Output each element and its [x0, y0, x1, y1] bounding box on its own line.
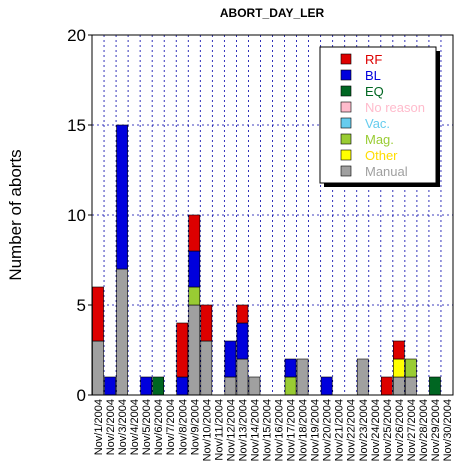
x-tick-label: Nov/19/2004 [310, 399, 322, 461]
x-tick-label: Nov/3/2004 [117, 399, 129, 455]
x-tick-label: Nov/10/2004 [201, 399, 213, 461]
x-tick-label: Nov/29/2004 [430, 399, 442, 461]
x-tick-label: Nov/7/2004 [165, 399, 177, 455]
bar-segment-manual [224, 376, 237, 396]
legend-swatch-manual [340, 165, 352, 177]
x-tick-label: Nov/4/2004 [129, 399, 141, 455]
bar-segment-bl [284, 358, 297, 378]
x-tick-label: Nov/5/2004 [141, 399, 153, 455]
legend-label-eq: EQ [365, 84, 384, 99]
bar-segment-mag [405, 358, 417, 378]
bar-segment-manual [405, 376, 417, 396]
bar-segment-rf [188, 214, 201, 252]
legend-label-no-reason: No reason [365, 100, 425, 115]
x-axis-ticks: Nov/1/2004 Nov/2/2004 Nov/3/2004 Nov/4/2004… [93, 399, 454, 461]
bar-segment-rf [200, 304, 213, 342]
x-tick-label: Nov/9/2004 [189, 399, 201, 455]
bar-segment-bl [104, 376, 116, 396]
x-tick-label: Nov/14/2004 [249, 399, 261, 461]
x-tick-label: Nov/28/2004 [418, 399, 430, 461]
bar-segment-bl [140, 376, 152, 396]
legend-label-vac: Vac. [365, 116, 390, 131]
x-tick-label: Nov/12/2004 [225, 399, 237, 461]
x-tick-label: Nov/17/2004 [286, 399, 298, 461]
bar-segment-bl [188, 250, 201, 288]
bar-segment-eq [152, 376, 165, 396]
x-tick-label: Nov/13/2004 [237, 399, 249, 461]
bar-segment-rf [380, 376, 393, 396]
bar-segment-rf [236, 304, 249, 324]
bar-segment-mag [188, 286, 201, 306]
bar-segment-bl [320, 376, 333, 396]
x-tick-label: Nov/24/2004 [370, 399, 382, 461]
legend-swatch-rf [340, 53, 352, 65]
y-axis-label: Number of aborts [6, 149, 25, 280]
bar-segment-manual [356, 358, 369, 396]
bar-segment-manual [296, 358, 309, 396]
bar-segment-manual [116, 268, 128, 396]
x-tick-label: Nov/6/2004 [153, 399, 165, 455]
legend-label-mag: Mag. [365, 132, 394, 147]
bar-segment-manual [200, 340, 213, 396]
bars [92, 124, 441, 396]
x-tick-label: Nov/22/2004 [346, 399, 358, 461]
legend-label-bl: BL [365, 68, 381, 83]
y-tick-label: 10 [67, 206, 86, 225]
x-tick-label: Nov/20/2004 [322, 399, 334, 461]
legend-swatch-vac [340, 117, 352, 129]
y-tick-label: 5 [77, 296, 86, 315]
bar-segment-manual [248, 376, 261, 396]
y-axis-ticks: 0 5 10 15 20 [67, 26, 92, 405]
legend-box [319, 46, 437, 184]
x-tick-label: Nov/18/2004 [298, 399, 310, 461]
x-tick-label: Nov/2/2004 [105, 399, 117, 455]
y-tick-label: 0 [77, 386, 86, 405]
bar-segment-bl [116, 124, 128, 270]
bar-segment-bl [176, 376, 189, 396]
legend-swatch-bl [340, 69, 352, 81]
bar-segment-bl [224, 340, 237, 378]
x-tick-label: Nov/21/2004 [334, 399, 346, 461]
legend-label-other: Other [365, 148, 398, 163]
x-tick-label: Nov/1/2004 [93, 399, 105, 455]
legend-swatch-mag [340, 133, 352, 145]
legend-swatch-no-reason [340, 101, 352, 113]
bar-segment-mag [284, 376, 297, 396]
x-tick-label: Nov/11/2004 [213, 399, 225, 461]
bar-segment-rf [92, 286, 104, 342]
chart-title: ABORT_DAY_LER [220, 6, 325, 20]
y-tick-label: 20 [67, 26, 86, 45]
legend-label-manual: Manual [365, 164, 408, 179]
bar-segment-manual [393, 376, 405, 396]
legend-swatch-eq [340, 85, 352, 97]
x-tick-label: Nov/15/2004 [261, 399, 273, 461]
x-tick-label: Nov/8/2004 [177, 399, 189, 455]
legend-swatch-other [340, 149, 352, 161]
bar-segment-manual [92, 340, 104, 396]
x-tick-label: Nov/25/2004 [382, 399, 394, 461]
bar-segment-rf [176, 322, 189, 378]
grid [92, 35, 453, 395]
x-tick-label: Nov/23/2004 [358, 399, 370, 461]
x-tick-label: Nov/30/2004 [442, 399, 454, 461]
bar-segment-rf [393, 340, 405, 360]
y-tick-label: 15 [67, 116, 86, 135]
bar-segment-manual [236, 358, 249, 396]
x-tick-label: Nov/26/2004 [394, 399, 406, 461]
bar-segment-bl [236, 322, 249, 360]
bar-segment-other [393, 358, 405, 378]
legend-label-rf: RF [365, 52, 382, 67]
bar-segment-eq [429, 376, 441, 396]
x-tick-label: Nov/16/2004 [274, 399, 286, 461]
bar-segment-manual [188, 304, 201, 396]
x-tick-label: Nov/27/2004 [406, 399, 418, 461]
